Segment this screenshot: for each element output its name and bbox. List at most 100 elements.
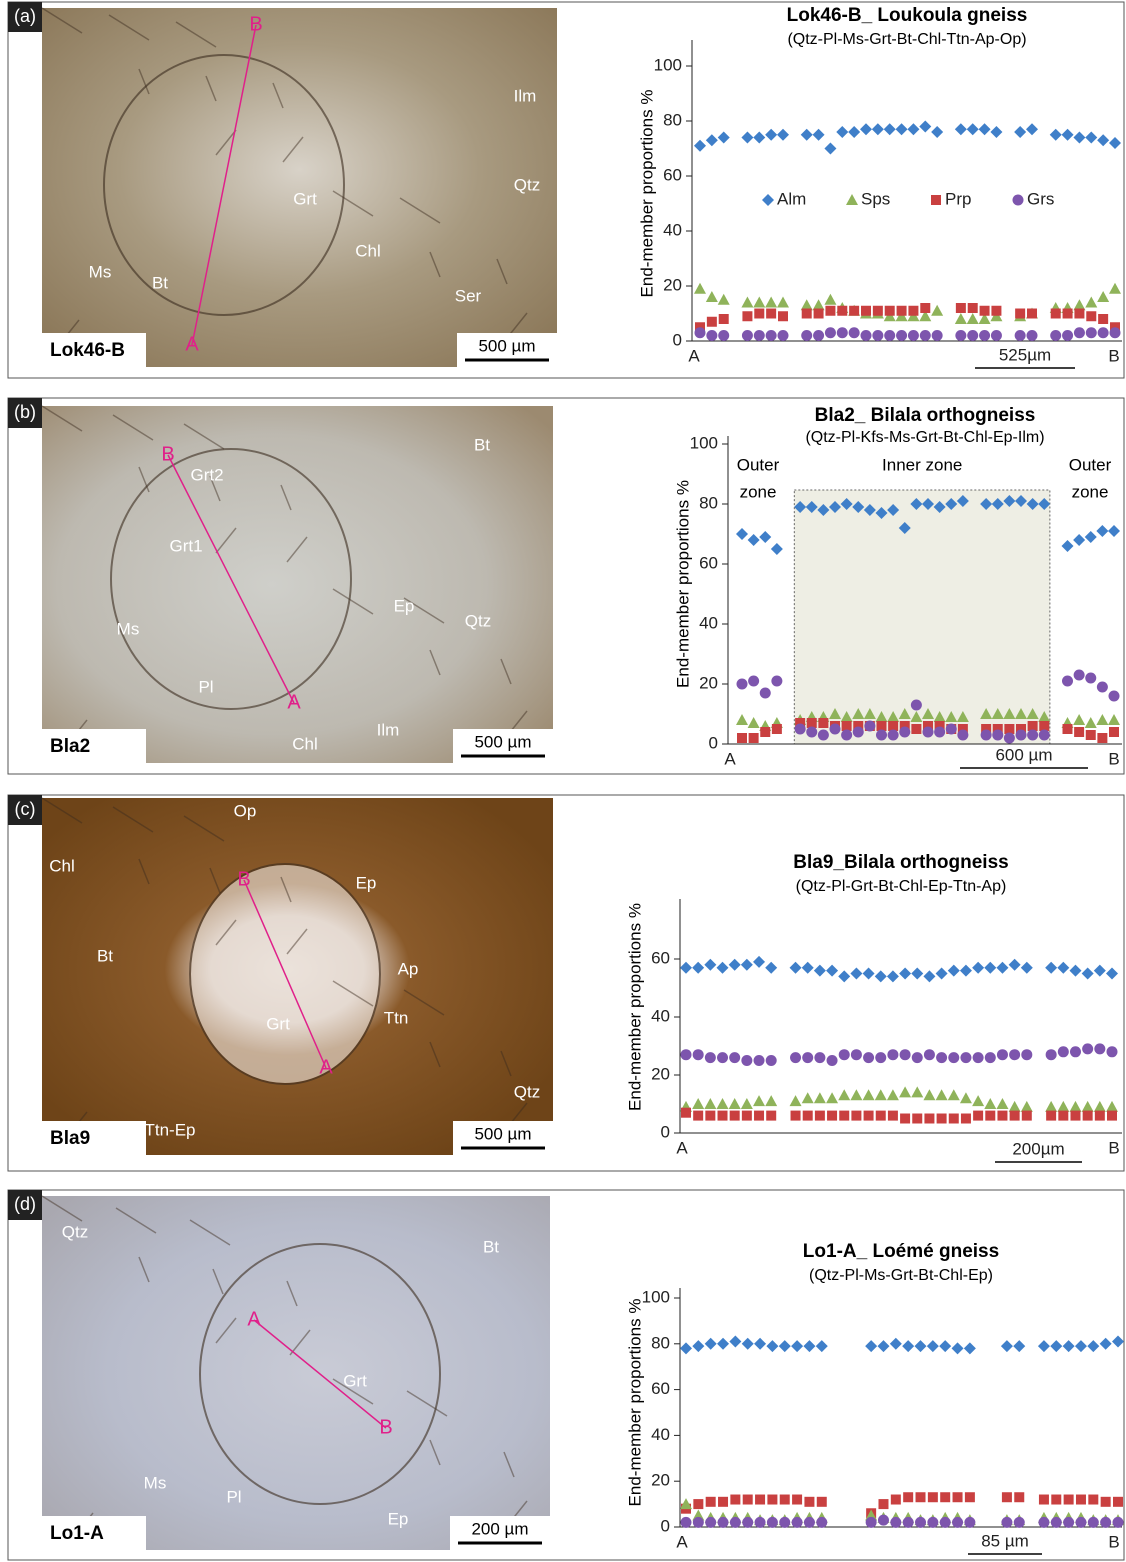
- grs-point: [705, 1052, 716, 1063]
- sps-point: [1085, 297, 1097, 308]
- y-tick-label: 80: [651, 1333, 670, 1352]
- grs-point: [985, 1052, 996, 1063]
- y-axis-label: End-member proportions %: [625, 1299, 644, 1507]
- grs-point: [940, 1517, 951, 1528]
- sps-point: [706, 291, 718, 302]
- chart-title: Bla9_Bilala orthogneiss: [793, 852, 1008, 873]
- x-end-label: B: [1108, 1138, 1119, 1157]
- alm-point: [896, 123, 908, 135]
- grs-point: [717, 1052, 728, 1063]
- chart-subtitle: (Qtz-Pl-Grt-Bt-Chl-Ep-Ttn-Ap): [796, 878, 1007, 895]
- alm-point: [1100, 1338, 1112, 1350]
- grs-point: [771, 676, 782, 687]
- grs-point: [1109, 691, 1120, 702]
- grs-point: [960, 1052, 971, 1063]
- prp-point: [707, 317, 717, 327]
- grs-point: [681, 1049, 692, 1060]
- grs-point: [754, 1055, 765, 1066]
- grs-point: [1021, 1049, 1032, 1060]
- sps-point: [777, 297, 789, 308]
- chart-title: Lo1-A_ Loémé gneiss: [803, 1241, 999, 1262]
- prp-point: [817, 1497, 827, 1507]
- sps-point: [960, 1092, 972, 1103]
- prp-point: [754, 1111, 764, 1121]
- sps-point: [765, 1095, 777, 1106]
- grs-point: [946, 724, 957, 735]
- grs-point: [991, 330, 1002, 341]
- alm-point: [816, 1340, 828, 1352]
- prp-point: [1086, 311, 1096, 321]
- prp-point: [730, 1111, 740, 1121]
- grs-point: [900, 1049, 911, 1060]
- mineral-label: Bt: [474, 435, 490, 454]
- y-tick-label: 20: [699, 673, 718, 692]
- grs-point: [861, 330, 872, 341]
- prp-point: [931, 195, 941, 205]
- prp-point: [997, 1111, 1007, 1121]
- sps-point: [741, 1098, 753, 1109]
- prp-point: [878, 1499, 888, 1509]
- grs-point: [1097, 682, 1108, 693]
- alm-point: [1062, 540, 1074, 552]
- profile-end: B: [379, 1416, 392, 1438]
- grs-point: [888, 730, 899, 741]
- sps-point: [923, 1089, 935, 1100]
- mineral-label: Grt: [343, 1371, 367, 1390]
- prp-point: [767, 1495, 777, 1505]
- grs-point: [1046, 1049, 1057, 1060]
- alm-point: [729, 959, 741, 971]
- alm-point: [791, 1340, 803, 1352]
- grs-point: [816, 1517, 827, 1528]
- sps-point: [948, 1089, 960, 1100]
- prp-point: [940, 1492, 950, 1502]
- alm-point: [1009, 959, 1021, 971]
- grs-point: [851, 1049, 862, 1060]
- x-end-label: B: [1108, 749, 1119, 768]
- prp-point: [772, 724, 782, 734]
- inner-zone: [794, 490, 1050, 744]
- mineral-label: Ttn: [384, 1008, 409, 1027]
- prp-point: [837, 306, 847, 316]
- grs-point: [804, 1517, 815, 1528]
- sps-point: [1057, 1101, 1069, 1112]
- grs-point: [872, 330, 883, 341]
- prp-point: [718, 1497, 728, 1507]
- grs-point: [912, 1052, 923, 1063]
- alm-point: [1057, 962, 1069, 974]
- y-tick-label: 100: [654, 55, 682, 74]
- grs-point: [741, 1055, 752, 1066]
- sps-point: [1097, 291, 1109, 302]
- sps-point: [1085, 717, 1097, 728]
- x-end-label: A: [724, 749, 736, 768]
- alm-point: [717, 1338, 729, 1350]
- grs-point: [818, 730, 829, 741]
- prp-point: [718, 1111, 728, 1121]
- grs-point: [866, 1517, 877, 1528]
- y-tick-label: 100: [690, 433, 718, 452]
- alm-point: [860, 123, 872, 135]
- alm-point: [704, 959, 716, 971]
- alm-point: [1085, 531, 1097, 543]
- alm-point: [801, 129, 813, 141]
- alm-point: [1073, 534, 1085, 546]
- grs-point: [695, 327, 706, 338]
- sps-point: [1073, 714, 1085, 725]
- alm-point: [1063, 1340, 1075, 1352]
- grs-point: [1009, 1049, 1020, 1060]
- alm-point: [803, 1340, 815, 1352]
- alm-point: [979, 123, 991, 135]
- alm-point: [1108, 525, 1120, 537]
- alm-point: [814, 965, 826, 977]
- grs-point: [729, 1052, 740, 1063]
- grs-point: [849, 327, 860, 338]
- prp-point: [1039, 1495, 1049, 1505]
- alm-point: [680, 1342, 692, 1354]
- grs-point: [1027, 730, 1038, 741]
- legend-label: Sps: [861, 189, 890, 208]
- alm-point: [824, 143, 836, 155]
- y-tick-label: 20: [651, 1471, 670, 1490]
- y-tick-label: 40: [663, 220, 682, 239]
- prp-point: [802, 309, 812, 319]
- prp-point: [743, 1495, 753, 1505]
- mineral-label: Ilm: [514, 86, 537, 105]
